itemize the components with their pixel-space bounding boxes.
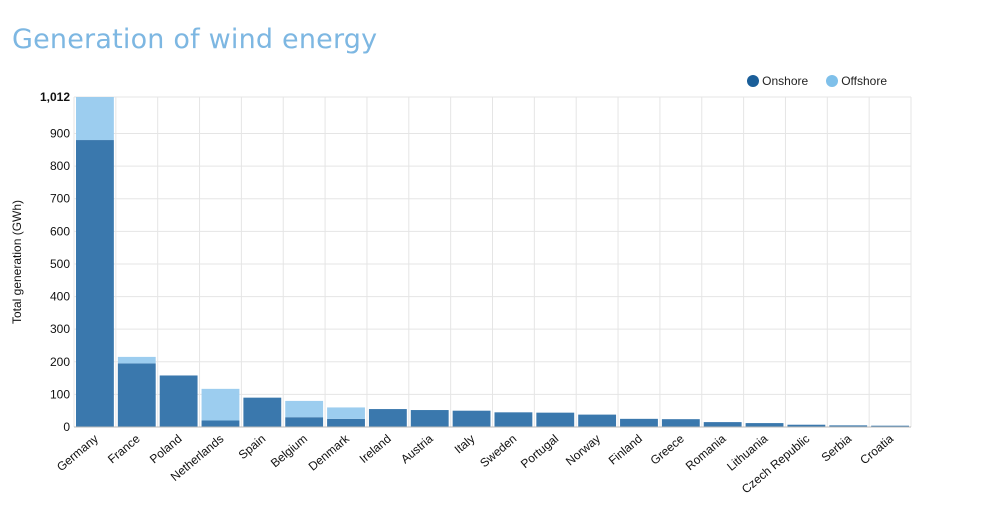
bar-onshore[interactable] xyxy=(703,422,742,427)
x-tick-label: Belgium xyxy=(268,432,310,471)
x-tick-label: Germany xyxy=(54,432,101,474)
x-tick-label: Portugal xyxy=(518,432,561,471)
bar-onshore[interactable] xyxy=(285,417,324,427)
x-tick-label: Sweden xyxy=(477,432,519,471)
bar-onshore[interactable] xyxy=(661,419,700,427)
x-tick-label: Spain xyxy=(236,432,269,462)
bar-onshore[interactable] xyxy=(117,363,156,427)
chart-title: Generation of wind energy xyxy=(12,24,378,55)
bar-onshore[interactable] xyxy=(494,412,533,427)
bar-onshore[interactable] xyxy=(787,424,826,427)
y-tick-label: 400 xyxy=(50,290,70,304)
offshore-swatch-icon xyxy=(826,75,839,87)
legend-item-onshore[interactable]: Onshore xyxy=(747,74,808,88)
bar-onshore[interactable] xyxy=(452,410,491,427)
bar-onshore[interactable] xyxy=(327,418,365,427)
y-tick-label: 600 xyxy=(50,224,70,238)
y-tick-label: 300 xyxy=(50,322,70,336)
y-tick-label: 800 xyxy=(50,159,70,173)
legend-label-offshore: Offshore xyxy=(841,74,887,88)
x-tick-label: Ireland xyxy=(357,432,394,466)
y-axis-label: Total generation (GWh) xyxy=(10,200,24,324)
bar-offshore[interactable] xyxy=(327,407,365,419)
onshore-swatch-icon xyxy=(747,75,760,87)
y-tick-label: 200 xyxy=(50,355,70,369)
y-tick-label: 900 xyxy=(50,127,70,141)
legend: Onshore Offshore xyxy=(747,74,887,88)
x-tick-label: Serbia xyxy=(819,431,855,464)
x-tick-label: Finland xyxy=(606,432,645,468)
bar-onshore[interactable] xyxy=(871,425,909,427)
bar-onshore[interactable] xyxy=(745,423,784,427)
bar-onshore[interactable] xyxy=(620,418,658,427)
x-tick-label: Norway xyxy=(563,432,603,469)
bar-offshore[interactable] xyxy=(285,400,324,418)
x-tick-label: Austria xyxy=(398,431,436,466)
bars xyxy=(76,97,909,428)
x-tick-label: Italy xyxy=(452,432,478,457)
y-tick-label: 0 xyxy=(63,420,70,434)
bar-onshore[interactable] xyxy=(410,410,449,427)
x-tick-label: France xyxy=(105,431,143,466)
bar-onshore[interactable] xyxy=(159,375,198,427)
bar-onshore[interactable] xyxy=(201,420,240,427)
x-tick-label: Denmark xyxy=(306,431,353,474)
bar-onshore[interactable] xyxy=(829,425,868,427)
bar-onshore[interactable] xyxy=(578,414,617,427)
legend-item-offshore[interactable]: Offshore xyxy=(826,74,887,88)
bar-onshore[interactable] xyxy=(76,140,114,428)
grid-lines xyxy=(73,96,912,428)
y-axis-ticks: 0 100 200 300 400 500 600 700 800 900 1,012 xyxy=(40,90,70,434)
x-tick-label: Croatia xyxy=(857,431,896,467)
y-tick-label: 500 xyxy=(50,257,70,271)
x-tick-label: Romania xyxy=(683,431,729,473)
bar-onshore[interactable] xyxy=(243,397,282,427)
x-tick-label: Poland xyxy=(147,432,185,467)
bar-offshore[interactable] xyxy=(76,97,114,141)
bar-offshore[interactable] xyxy=(117,356,156,364)
bar-onshore[interactable] xyxy=(536,412,575,427)
x-tick-label: Greece xyxy=(648,431,687,467)
bar-onshore[interactable] xyxy=(368,409,407,427)
y-tick-label: 1,012 xyxy=(40,90,70,104)
legend-label-onshore: Onshore xyxy=(762,74,809,88)
y-tick-label: 700 xyxy=(50,192,70,206)
bar-offshore[interactable] xyxy=(201,388,240,421)
y-tick-label: 100 xyxy=(50,387,70,401)
